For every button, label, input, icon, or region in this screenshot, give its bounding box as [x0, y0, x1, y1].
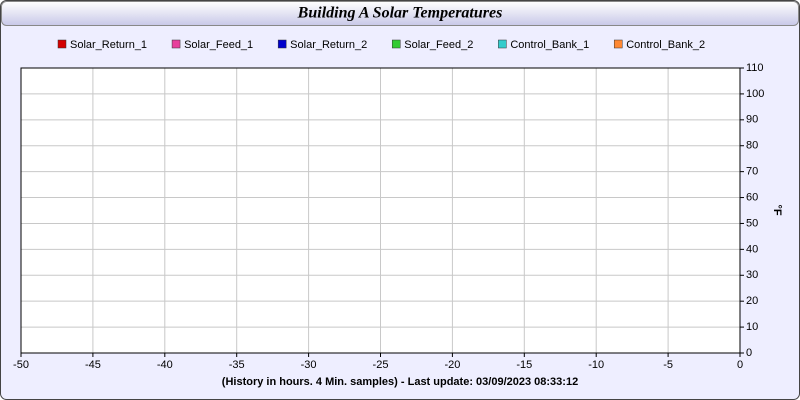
x-tick-label: -50 [13, 359, 29, 371]
x-tick-label: -40 [157, 359, 173, 371]
legend-swatch [498, 39, 507, 49]
y-tick-label: 90 [746, 114, 758, 126]
y-tick-label: 70 [746, 166, 758, 178]
y-tick-label: 10 [746, 321, 758, 333]
y-tick-label: 30 [746, 269, 758, 281]
legend-swatch [391, 39, 401, 49]
legend-swatch [277, 39, 287, 49]
x-tick-label: 0 [737, 359, 743, 371]
x-tick-label: -35 [229, 359, 245, 371]
y-tick-label: 20 [746, 295, 758, 307]
x-tick-label: -45 [85, 359, 101, 371]
legend-label: Solar_Return_1 [70, 39, 147, 51]
y-axis-label: °F [771, 204, 783, 215]
y-tick-label: 60 [746, 191, 758, 203]
legend-swatch [57, 39, 67, 49]
plot-border [20, 67, 741, 354]
legend-swatch [613, 39, 623, 49]
y-tick-label: 80 [746, 140, 758, 152]
title-bar [1, 1, 799, 26]
x-tick-label: -20 [444, 359, 460, 371]
legend-label: Solar_Feed_1 [184, 39, 253, 51]
legend-label: Solar_Feed_2 [404, 39, 473, 51]
y-tick-label: 50 [746, 217, 758, 229]
legend-label: Control_Bank_2 [626, 39, 705, 51]
y-tick-label: 0 [746, 347, 752, 359]
x-tick-label: -10 [588, 359, 604, 371]
legend-swatch [171, 39, 181, 49]
x-tick-label: -5 [663, 359, 673, 371]
y-tick-label: 110 [746, 62, 764, 74]
y-tick-label: 40 [746, 243, 758, 255]
chart-title: Building A Solar Temperatures [297, 5, 503, 22]
legend-label: Solar_Return_2 [290, 39, 367, 51]
x-tick-label: -15 [516, 359, 532, 371]
x-tick-label: -25 [373, 359, 389, 371]
y-tick-label: 100 [746, 88, 764, 100]
legend-label: Control_Bank_1 [510, 39, 589, 51]
x-tick-label: -30 [301, 359, 317, 371]
x-axis-label: (History in hours. 4 Min. samples) - Las… [222, 376, 578, 388]
